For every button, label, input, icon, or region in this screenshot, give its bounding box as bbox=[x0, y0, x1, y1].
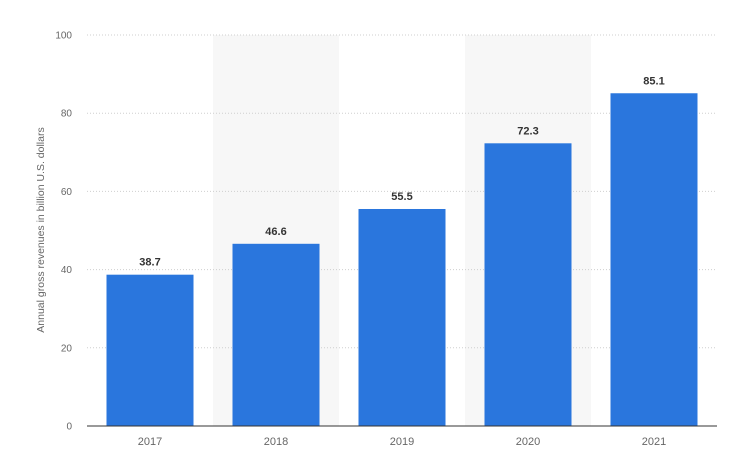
bar-2017 bbox=[106, 274, 194, 426]
y-tick-label: 100 bbox=[55, 31, 72, 42]
data-label-2021: 85.1 bbox=[643, 75, 664, 87]
bar-2020 bbox=[484, 143, 572, 426]
y-axis-title: Annual gross revenues in billion U.S. do… bbox=[35, 127, 47, 332]
x-tick-label-2018: 2018 bbox=[264, 436, 288, 448]
x-tick-label-2019: 2019 bbox=[390, 436, 414, 448]
x-axis-ticks: 2017 2018 2019 2020 2021 bbox=[138, 436, 666, 448]
y-tick-label: 20 bbox=[61, 343, 73, 354]
x-tick-label-2020: 2020 bbox=[516, 436, 540, 448]
data-label-2019: 55.5 bbox=[391, 191, 412, 203]
data-label-2018: 46.6 bbox=[265, 226, 286, 238]
y-tick-label: 60 bbox=[61, 187, 73, 198]
x-tick-label-2017: 2017 bbox=[138, 436, 162, 448]
bar-2021 bbox=[610, 93, 698, 426]
bar-2018 bbox=[232, 243, 320, 426]
bar-2019 bbox=[358, 208, 446, 426]
x-tick-label-2021: 2021 bbox=[642, 436, 666, 448]
y-axis-ticks: 0 20 40 60 80 100 bbox=[55, 31, 72, 433]
data-labels: 38.7 46.6 55.5 72.3 85.1 bbox=[139, 75, 664, 268]
y-tick-label: 0 bbox=[66, 422, 72, 433]
bars bbox=[106, 93, 698, 426]
data-label-2017: 38.7 bbox=[139, 257, 160, 269]
y-tick-label: 40 bbox=[61, 265, 73, 276]
data-label-2020: 72.3 bbox=[517, 125, 538, 137]
y-tick-label: 80 bbox=[61, 109, 73, 120]
